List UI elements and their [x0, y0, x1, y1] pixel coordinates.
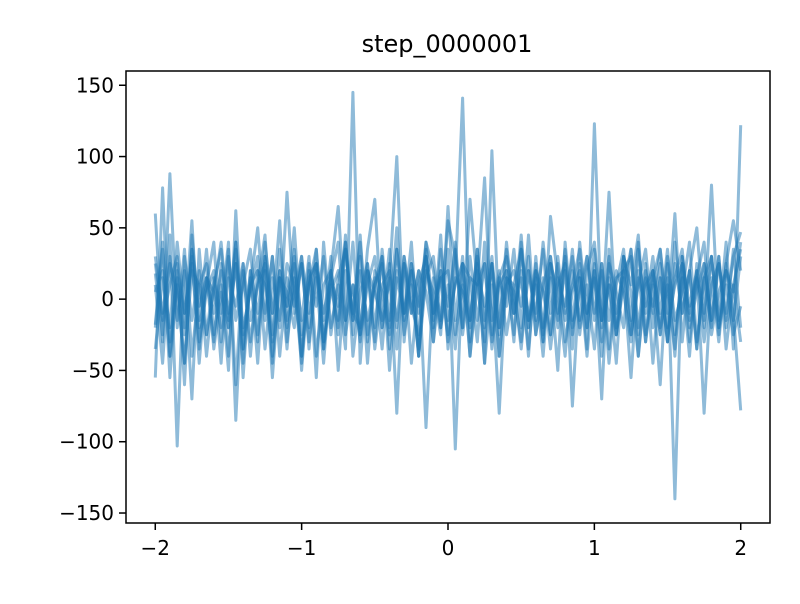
- series-layer: [153, 90, 743, 501]
- x-tick-label: −1: [287, 536, 316, 560]
- series-line: [153, 155, 743, 365]
- y-axis: −150 −100 −50 0 50 100 150: [59, 73, 126, 525]
- x-tick-label: 0: [442, 536, 455, 560]
- x-tick-label: −2: [141, 536, 170, 560]
- y-tick-label: −50: [72, 358, 114, 382]
- x-tick-label: 1: [588, 536, 601, 560]
- y-tick-label: 0: [101, 287, 114, 311]
- y-tick-label: 150: [76, 73, 114, 97]
- x-axis: −2 −1 0 1 2: [141, 523, 747, 560]
- chart-title: step_0000001: [362, 30, 533, 58]
- y-tick-label: 50: [89, 216, 114, 240]
- x-tick-label: 2: [734, 536, 747, 560]
- y-tick-label: 100: [76, 145, 114, 169]
- y-tick-label: −150: [59, 501, 114, 525]
- y-tick-label: −100: [59, 430, 114, 454]
